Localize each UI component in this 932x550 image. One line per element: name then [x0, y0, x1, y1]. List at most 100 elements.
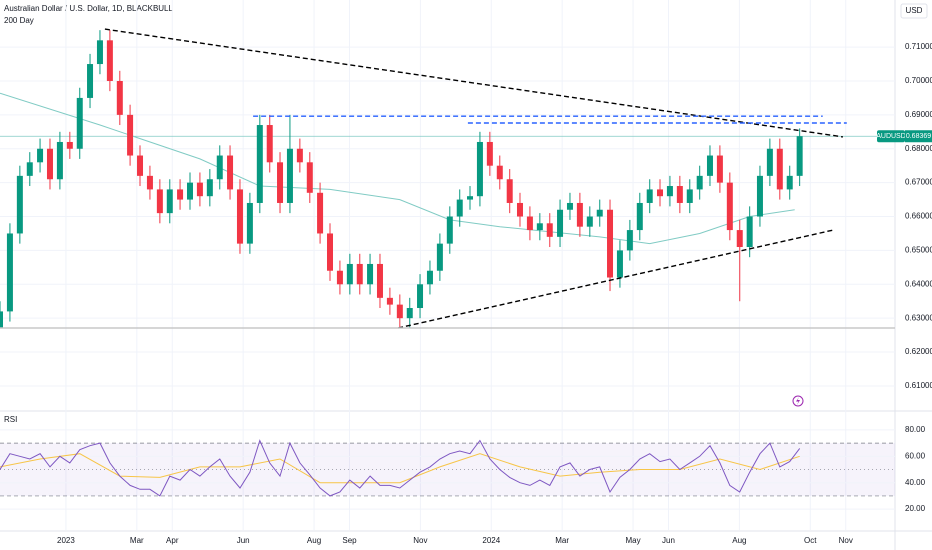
candle-body	[306, 162, 313, 193]
candle	[206, 169, 213, 207]
candle	[766, 138, 773, 187]
candle	[336, 260, 343, 295]
chart-title: Australian Dollar / U.S. Dollar, 1D, BLA…	[4, 4, 174, 13]
candle-body	[426, 270, 433, 285]
candle	[0, 301, 3, 329]
candle	[96, 30, 103, 75]
candle	[137, 145, 144, 187]
candle-body	[656, 189, 663, 197]
candle-body	[346, 263, 353, 285]
candle	[626, 219, 633, 261]
candle-body	[776, 148, 783, 190]
candle	[396, 294, 403, 329]
candle-body	[256, 125, 263, 203]
rsi-title: RSI	[4, 415, 17, 424]
y-tick-label: 0.68000	[905, 144, 932, 153]
candle-body	[786, 175, 793, 190]
candle-body	[56, 141, 63, 180]
candle	[146, 165, 153, 200]
symbol-tag	[877, 130, 905, 143]
candle	[326, 223, 333, 281]
candle	[196, 172, 203, 207]
candle-body	[766, 148, 773, 176]
price-tag	[905, 130, 932, 143]
candle	[506, 169, 513, 214]
y-tick-label: 0.63000	[905, 313, 932, 322]
candle-body	[436, 243, 443, 271]
candle	[526, 206, 533, 241]
candle	[306, 152, 313, 203]
candle-body	[486, 141, 493, 166]
candle-body	[76, 97, 83, 149]
candle	[646, 179, 653, 214]
candle-body	[616, 250, 623, 278]
candle-body	[646, 189, 653, 203]
candle	[607, 199, 614, 292]
candle	[286, 114, 293, 214]
candle	[456, 189, 463, 227]
rsi-ma	[0, 453, 800, 484]
candle-body	[726, 182, 733, 231]
candle	[236, 179, 243, 254]
candle	[716, 145, 723, 193]
candle-body	[516, 202, 523, 217]
candle	[786, 165, 793, 200]
trend-line	[104, 28, 844, 138]
candle	[256, 114, 263, 214]
candle-body	[277, 162, 284, 203]
candle-body	[476, 141, 483, 197]
candle-body	[206, 179, 213, 197]
candle-body	[417, 284, 424, 309]
candle-body	[506, 179, 513, 203]
candle-body	[296, 148, 303, 163]
candle	[266, 114, 273, 173]
candle-body	[66, 141, 73, 149]
x-tick-label: Aug	[307, 536, 321, 545]
y-tick-label: 40.00	[905, 478, 926, 487]
x-tick-label: May	[625, 536, 640, 545]
candle	[116, 70, 123, 126]
candle-body	[137, 155, 144, 176]
candle	[186, 172, 193, 210]
x-tick-label: Mar	[555, 536, 569, 545]
candle	[127, 104, 134, 166]
candle-body	[546, 223, 553, 237]
currency-button[interactable]	[900, 3, 928, 19]
candle	[566, 192, 573, 220]
candle-body	[446, 216, 453, 244]
candle	[37, 138, 44, 173]
candle-body	[566, 202, 573, 210]
x-tick-label: Nov	[839, 536, 853, 545]
candle-body	[26, 162, 33, 176]
candle-body	[0, 311, 3, 329]
x-tick-label: Nov	[413, 536, 427, 545]
candle	[216, 145, 223, 190]
y-tick-label: 0.64000	[905, 279, 932, 288]
candle	[736, 219, 743, 302]
candle	[676, 175, 683, 214]
event-icon[interactable]	[792, 395, 804, 407]
candle	[346, 253, 353, 295]
candle	[56, 131, 63, 190]
candle-body	[127, 114, 134, 156]
candle-body	[696, 175, 703, 190]
candle-body	[236, 189, 243, 244]
candle	[436, 233, 443, 281]
candle-body	[166, 189, 173, 214]
candle	[686, 179, 693, 214]
candle-body	[16, 175, 23, 234]
candle-body	[196, 182, 203, 197]
candle	[446, 206, 453, 254]
candle	[106, 30, 113, 92]
candle	[367, 253, 374, 295]
candle-body	[146, 175, 153, 190]
trend-line	[397, 229, 834, 329]
candle-body	[796, 136, 803, 176]
candle-body	[666, 186, 673, 197]
x-tick-label: Aug	[732, 536, 746, 545]
candle-body	[367, 263, 374, 285]
x-tick-label: Apr	[166, 536, 179, 545]
candle	[656, 179, 663, 207]
candle-body	[106, 40, 113, 81]
candle-body	[607, 209, 614, 278]
